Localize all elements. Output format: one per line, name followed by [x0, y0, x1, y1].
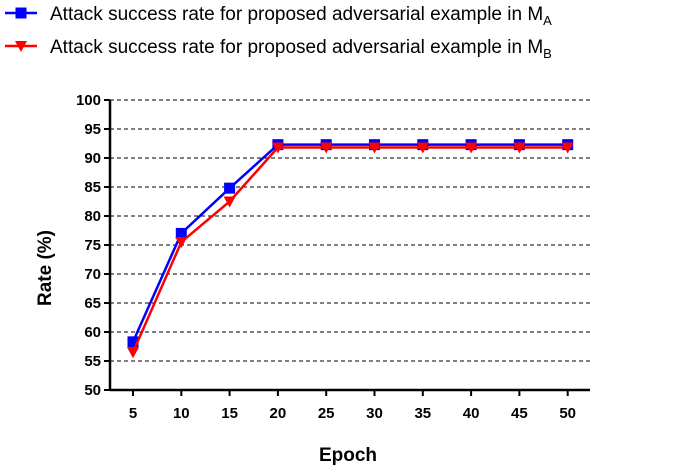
series-line [131, 146, 568, 353]
legend-label-text: Attack success rate for proposed adversa… [50, 37, 543, 58]
y-tick-label: 65 [84, 295, 101, 312]
x-tick-label: 20 [270, 405, 287, 422]
y-tick-label: 85 [84, 179, 101, 196]
legend-label-subscript: B [543, 46, 552, 61]
data-point [561, 142, 574, 154]
x-tick-label: 35 [414, 405, 431, 422]
series-B [127, 142, 574, 359]
data-point [513, 142, 526, 154]
legend-label-text: Attack success rate for proposed adversa… [50, 4, 543, 25]
x-tick-label: 25 [318, 405, 335, 422]
data-point [320, 142, 333, 154]
x-tick-label: 10 [173, 405, 190, 422]
data-point [271, 142, 284, 154]
y-tick-label: 90 [84, 150, 101, 167]
data-point [175, 227, 187, 239]
series-line [131, 143, 568, 343]
legend: Attack success rate for proposed adversa… [5, 4, 552, 61]
y-tick-label: 55 [84, 353, 101, 370]
x-axis-title: Epoch [319, 445, 377, 466]
grid [110, 99, 590, 362]
legend-label-subscript: A [543, 13, 552, 28]
x-tick-label: 40 [463, 405, 480, 422]
y-tick-label: 50 [84, 382, 101, 399]
y-tick-label: 95 [84, 121, 101, 138]
data-point [224, 182, 236, 194]
series-layer [127, 139, 574, 359]
x-tick-label: 5 [129, 405, 137, 422]
axes: 50 55 60 65 70 75 80 85 90 95 100 5 10 15 20 25 30 35 40 45… [76, 92, 590, 422]
data-point [223, 196, 236, 208]
y-tick-label: 80 [84, 208, 101, 225]
data-point [465, 142, 478, 154]
y-tick-label: 100 [76, 92, 101, 109]
x-tick-label: 15 [221, 405, 238, 422]
x-tick-label: 30 [366, 405, 383, 422]
data-point [127, 347, 139, 359]
legend-label: Attack success rate for proposed adversa… [50, 4, 552, 28]
x-tick-label: 50 [559, 405, 576, 422]
y-tick-label: 75 [84, 237, 101, 254]
y-tick-label: 70 [84, 266, 101, 283]
legend-label: Attack success rate for proposed adversa… [50, 37, 552, 61]
data-point [416, 142, 429, 154]
y-tick-label: 60 [84, 324, 101, 341]
legend-marker [15, 41, 27, 52]
data-point [368, 142, 381, 154]
data-point [127, 336, 139, 348]
legend-item-B: Attack success rate for proposed adversa… [5, 37, 552, 61]
x-tick-label: 45 [511, 405, 528, 422]
legend-marker [15, 7, 27, 19]
legend-item-A: Attack success rate for proposed adversa… [5, 4, 552, 28]
data-point [175, 237, 188, 249]
series-A [127, 139, 574, 348]
y-axis-title: Rate (%) [35, 230, 56, 306]
